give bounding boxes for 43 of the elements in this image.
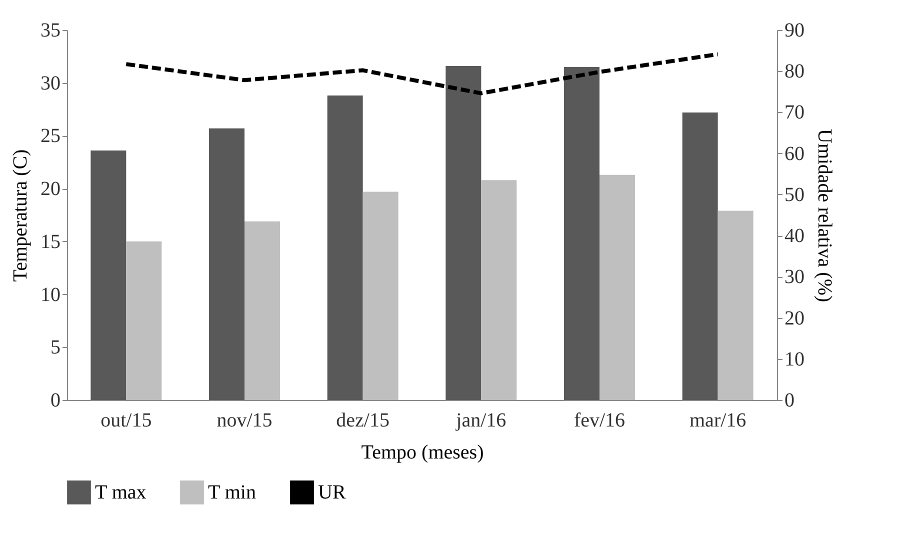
bar <box>718 210 754 400</box>
bar <box>126 241 162 400</box>
bar <box>446 66 482 400</box>
y-tick-label: 30 <box>40 72 60 94</box>
y2-tick-label: 80 <box>784 60 804 83</box>
y2-tick-label: 60 <box>784 142 804 165</box>
legend-label: UR <box>318 481 346 504</box>
bar <box>362 192 398 400</box>
bar <box>327 96 363 400</box>
x-tick-label: dez/15 <box>336 410 390 432</box>
y-axis-title: Temperatura (C) <box>10 149 32 282</box>
y2-tick-label: 50 <box>784 184 804 206</box>
y2-tick-label: 30 <box>784 266 804 288</box>
x-tick-label: mar/16 <box>690 410 746 432</box>
y2-tick-label: 0 <box>784 390 794 412</box>
bar <box>481 180 517 400</box>
x-axis-title: Tempo (meses) <box>361 442 484 464</box>
y2-tick-label: 90 <box>784 20 804 42</box>
bar <box>600 174 635 400</box>
bar <box>209 128 244 400</box>
y-tick-label: 35 <box>40 20 60 42</box>
y2-tick-label: 40 <box>784 225 804 248</box>
bar <box>244 221 280 400</box>
line-series <box>124 52 720 96</box>
y-tick-label: 5 <box>50 336 60 359</box>
y2-tick-label: 20 <box>784 307 804 330</box>
y-tick-label: 15 <box>40 230 60 253</box>
y2-axis-title: Umidade relativa (%) <box>814 128 836 302</box>
y2-tick-label: 10 <box>784 348 804 370</box>
legend-label: T min <box>208 481 256 504</box>
legend-label: T max <box>95 481 146 504</box>
y-tick-label: 0 <box>50 390 60 412</box>
x-tick-label: nov/15 <box>216 410 272 432</box>
y-tick-label: 10 <box>40 284 60 306</box>
x-tick-label: fev/16 <box>574 410 626 432</box>
y2-tick-label: 70 <box>784 102 804 124</box>
bar <box>682 112 718 400</box>
y-tick-label: 20 <box>40 178 60 200</box>
bar <box>564 67 600 400</box>
x-tick-label: jan/16 <box>455 410 506 432</box>
y-tick-label: 25 <box>40 125 60 148</box>
bar <box>90 150 126 400</box>
x-tick-label: out/15 <box>100 410 152 432</box>
